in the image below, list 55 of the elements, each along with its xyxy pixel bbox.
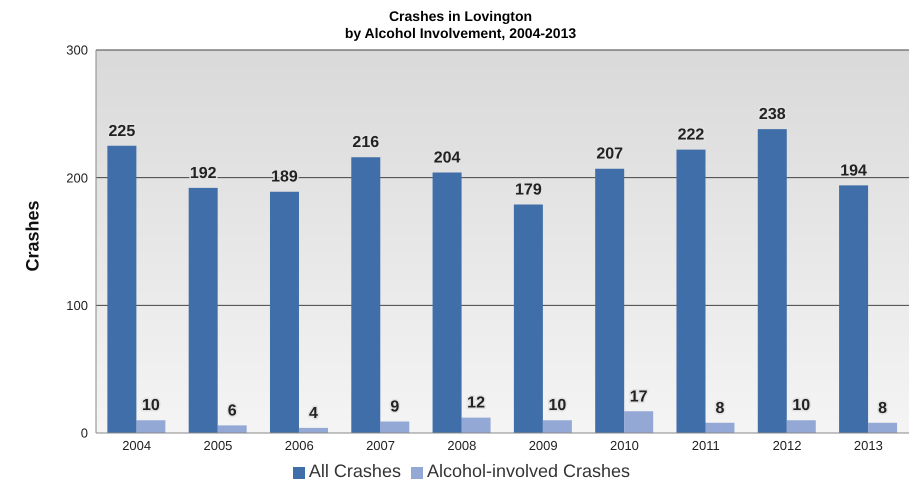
x-tick-label: 2008	[447, 438, 476, 454]
x-tick-label: 2010	[610, 438, 639, 454]
data-label: 4	[309, 404, 318, 422]
bar	[136, 420, 166, 433]
bar	[107, 146, 136, 433]
data-label: 238	[758, 106, 786, 124]
bar	[380, 422, 410, 433]
data-label: 12	[467, 394, 486, 412]
bar	[868, 422, 898, 433]
bar	[351, 157, 380, 433]
data-label: 194	[840, 162, 868, 180]
y-tick-label: 200	[66, 170, 88, 186]
bar	[462, 418, 491, 433]
x-tick-label: 2011	[692, 438, 720, 454]
legend-label: Alcohol-involved Crashes	[426, 461, 630, 481]
data-label: 179	[515, 181, 542, 198]
bar	[270, 192, 299, 433]
y-axis-title: Crashes	[22, 200, 42, 272]
data-label: 17	[630, 388, 648, 406]
bar	[188, 188, 218, 433]
data-label: 6	[228, 402, 237, 420]
data-label: 225	[108, 122, 136, 140]
x-tick-label: 2012	[772, 438, 802, 454]
data-label: 8	[716, 400, 725, 417]
data-label: 204	[434, 150, 461, 167]
bar	[624, 411, 654, 433]
data-label: 222	[678, 126, 704, 144]
data-label: 216	[352, 134, 380, 152]
y-tick-label: 100	[66, 298, 88, 313]
legend-label: All Crashes	[308, 461, 401, 481]
bar	[786, 420, 816, 433]
x-tick-label: 2007	[366, 438, 396, 454]
data-label: 9	[390, 398, 400, 416]
y-tick-label: 0	[80, 426, 88, 441]
bar	[676, 150, 706, 433]
data-label: 207	[596, 146, 624, 163]
data-label: 10	[548, 397, 566, 414]
data-label: 10	[792, 397, 810, 414]
bar	[432, 172, 462, 433]
x-tick-label: 2013	[854, 438, 883, 454]
bar	[514, 204, 543, 433]
bar	[839, 185, 868, 433]
x-tick-label: 2004	[122, 438, 152, 454]
data-label: 10	[142, 397, 160, 414]
x-tick-label: 2005	[203, 438, 232, 454]
data-label: 8	[878, 400, 888, 417]
bar	[705, 422, 734, 433]
bar	[542, 420, 572, 433]
x-tick-label: 2009	[528, 438, 558, 454]
bar	[595, 168, 624, 433]
bar	[758, 129, 787, 433]
y-tick-label: 300	[66, 42, 88, 58]
bar	[218, 425, 247, 433]
chart-title: Crashes in Lovington by Alcohol Involvement, 2004-2013	[344, 8, 578, 42]
x-tick-label: 2006	[284, 438, 314, 454]
